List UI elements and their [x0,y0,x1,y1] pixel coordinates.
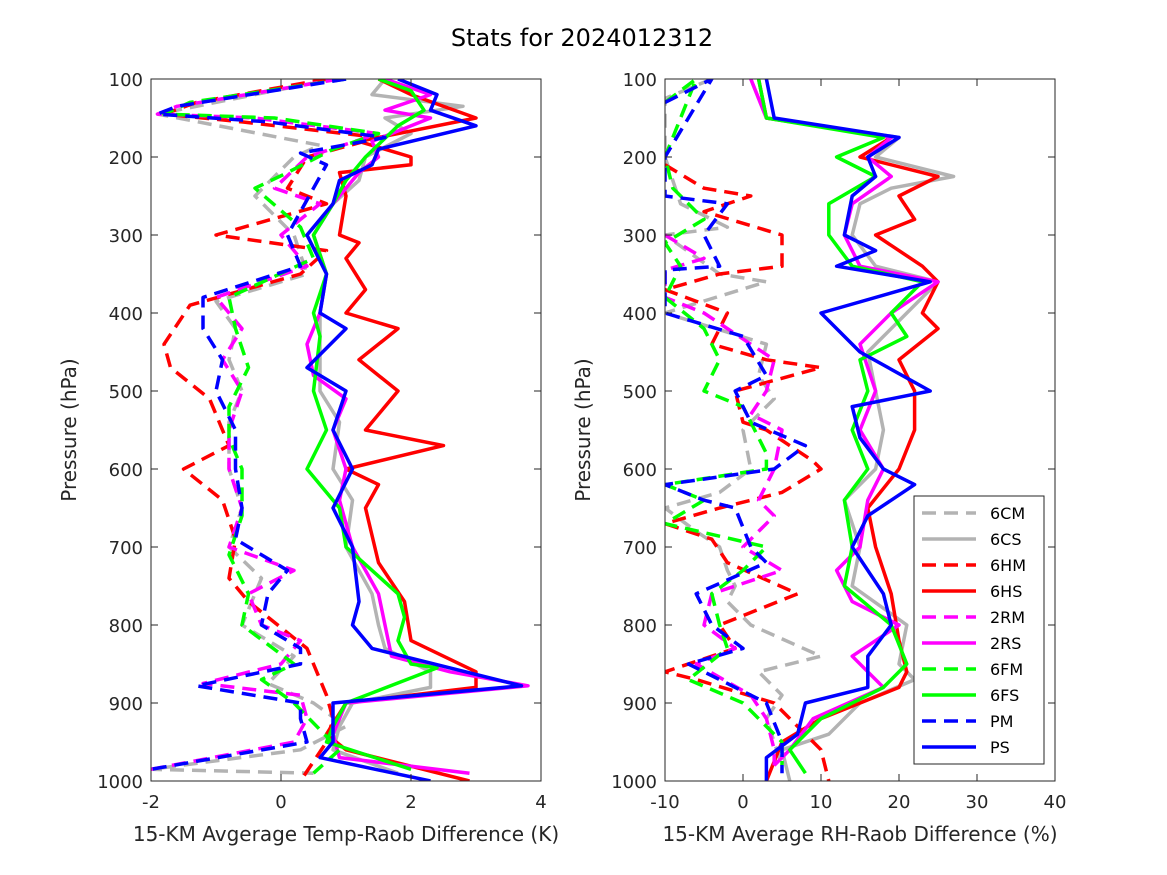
rh-ytick-label: 1000 [611,772,657,793]
legend-label-pm: PM [990,712,1013,731]
rh-ytick-label: 700 [623,538,657,559]
temperature-ytick-label: 100 [109,70,143,91]
temperature-series [151,79,530,781]
rh-ytick-label: 800 [623,616,657,637]
temperature-axes-box [150,78,542,782]
legend-box [913,495,1045,765]
temperature-xtick-label: -2 [142,792,160,813]
temperature-series-pm [151,79,387,772]
rh-ytick-label: 300 [623,226,657,247]
legend-label-6cm: 6CM [990,504,1025,523]
legend-label-2rs: 2RS [990,634,1021,653]
temperature-ytick-label: 600 [109,460,143,481]
rh-ylabel: Pressure (hPa) [571,358,595,501]
legend: 6CM 6CS 6HM 6HS 2RM 2RS 6FM 6FS PM PS [913,495,1045,765]
temperature-series-6cm [151,79,348,775]
rh-xtick-label: 40 [1044,792,1067,813]
temperature-ytick-label: 400 [109,304,143,325]
rh-ytick-label: 500 [623,382,657,403]
legend-label-6fs: 6FS [990,686,1019,705]
rh-ytick-label: 100 [623,70,657,91]
rh-panel: -10 0 10 20 30 40 100 200 300 400 500 600 700 800 900 1… [571,70,1066,846]
rh-ytick-label: 400 [623,304,657,325]
legend-label-2rm: 2RM [990,608,1025,627]
rh-series-6cm [665,79,823,766]
temperature-ylabel: Pressure (hPa) [57,358,81,501]
rh-series-2rs [749,79,940,767]
legend-label-6fm: 6FM [990,660,1023,679]
temperature-series-6cs [311,79,465,775]
temperature-xtick-label: 2 [405,792,416,813]
temperature-ytick-label: 500 [109,382,143,403]
temperature-ytick-label: 1000 [97,772,143,793]
temperature-series-6fs [305,79,439,771]
rh-ticks: -10 0 10 20 30 40 100 200 300 400 500 600 700 800 900 1… [611,70,1066,813]
legend-label-ps: PS [990,738,1010,757]
rh-xtick-label: 30 [966,792,989,813]
legend-label-6hm: 6HM [990,556,1026,575]
rh-xtick-label: 0 [737,792,748,813]
temperature-series-ps [305,79,524,781]
rh-series [665,79,956,781]
temperature-xtick-label: 4 [535,792,546,813]
rh-series-6fs [756,79,925,775]
rh-xtick-label: 20 [888,792,911,813]
rh-ytick-label: 900 [623,694,657,715]
temperature-ytick-label: 800 [109,616,143,637]
rh-series-6fm [665,79,784,766]
rh-series-pm [665,79,808,774]
rh-ytick-label: 600 [623,460,657,481]
rh-series-2rm [665,233,784,766]
rh-xlabel: 15-KM Average RH-Raob Difference (%) [662,822,1057,846]
figure-title: Stats for 2024012312 [451,24,713,52]
temperature-ytick-label: 200 [109,148,143,169]
temperature-ytick-label: 900 [109,694,143,715]
legend-label-6hs: 6HS [990,582,1022,601]
rh-xtick-label: 10 [810,792,833,813]
legend-items: 6CM 6CS 6HM 6HS 2RM 2RS 6FM 6FS PM PS [922,504,1026,757]
rh-ytick-label: 200 [623,148,657,169]
legend-label-6cs: 6CS [990,530,1022,549]
temperature-xlabel: 15-KM Avgerage Temp-Raob Difference (K) [133,822,559,846]
rh-axes-box [664,78,1056,782]
temperature-ytick-label: 700 [109,538,143,559]
rh-series-ps [764,79,932,781]
temperature-ytick-label: 300 [109,226,143,247]
temperature-ticks: -2 0 2 4 100 200 300 400 500 600 700 800 900 1000 [97,70,547,813]
temperature-series-6hm [162,79,381,781]
rh-series-6hs [756,79,940,781]
temperature-panel: -2 0 2 4 100 200 300 400 500 600 700 800 900 1000 15-… [57,70,559,846]
temperature-xtick-label: 0 [275,792,286,813]
rh-xtick-label: -10 [650,792,679,813]
rh-series-6hm [665,163,831,781]
